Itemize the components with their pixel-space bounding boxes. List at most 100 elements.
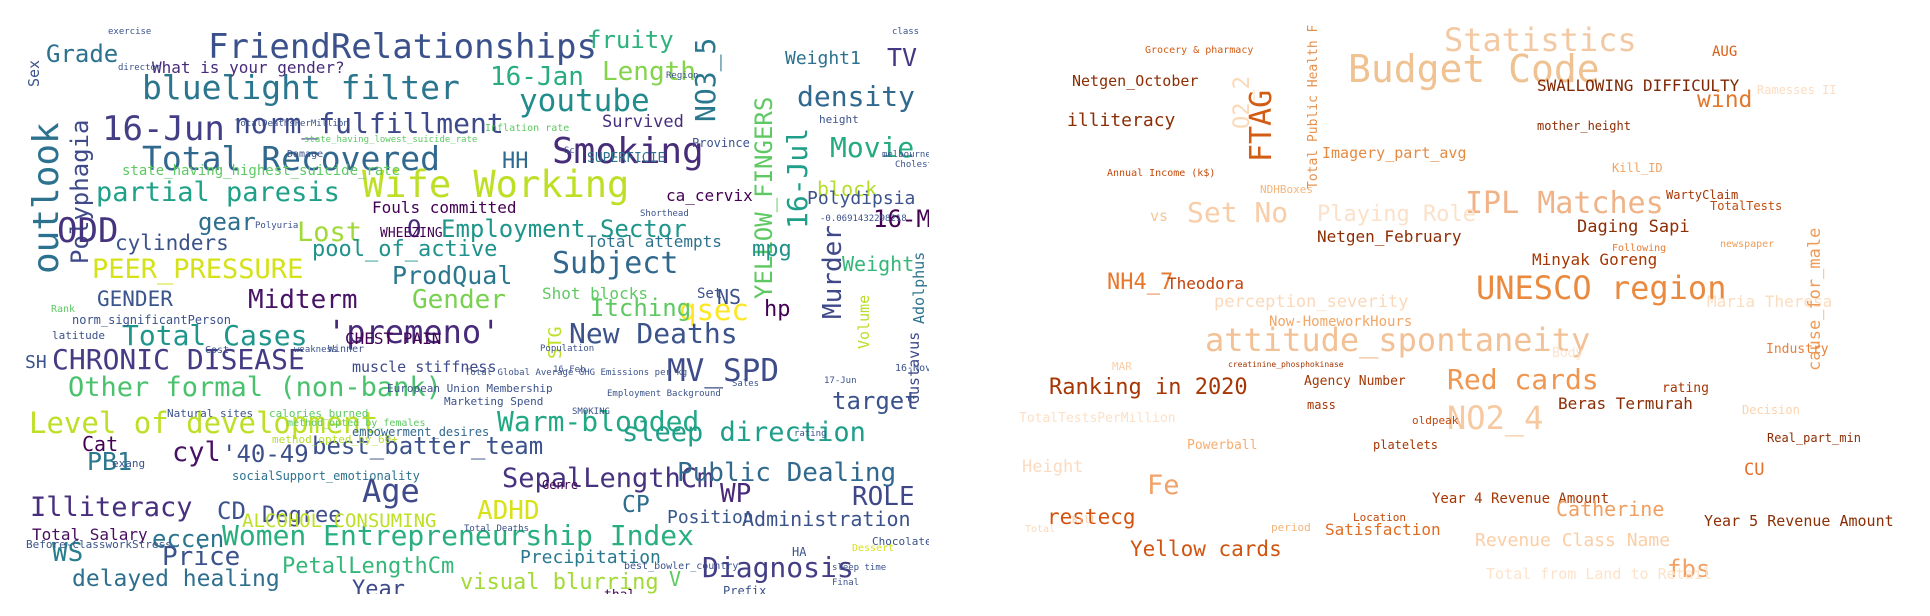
cloud-word: method_opted_by_60+ — [272, 433, 398, 446]
cloud-word: TotalTestsPerMillion — [1019, 411, 1176, 426]
cloud-word: Theodora — [1167, 274, 1245, 293]
cloud-word: Location — [1353, 511, 1406, 524]
cloud-word: bluelight filter — [142, 68, 460, 107]
cloud-word: MV_SPD — [667, 353, 779, 389]
cloud-word: restecg — [1047, 505, 1136, 529]
cloud-word: Daging Sapi — [1577, 217, 1690, 237]
cloud-word: Wife Working — [362, 163, 630, 206]
cloud-word: Itching — [590, 294, 692, 322]
cloud-word: Total Recovered — [142, 139, 441, 178]
cloud-word: Province — [692, 136, 750, 150]
cloud-word: Netgen_February — [1317, 227, 1462, 246]
cloud-word: delayed healing — [72, 566, 280, 592]
cloud-word: mpg — [752, 237, 792, 262]
cloud-word: Catherine — [1556, 497, 1665, 521]
cloud-word: Minyak Goreng — [1532, 250, 1658, 269]
cloud-word: partial paresis — [96, 177, 340, 208]
cloud-word: New Deaths — [569, 317, 738, 350]
word-cloud-right: Statistics Budget Code SWALLOWING DIFFICUL… — [1007, 24, 1924, 594]
cloud-word: Ranking in 2020 — [1049, 375, 1248, 400]
cloud-word: Genre — [542, 478, 579, 492]
cloud-word: Year — [352, 577, 405, 595]
cloud-word: Age — [362, 472, 420, 510]
cloud-word: Dessert — [852, 543, 895, 554]
cloud-word: Powerball — [1187, 438, 1258, 453]
cloud-word: FriendRelationships — [208, 27, 597, 67]
cloud-word: Smoking — [552, 131, 704, 172]
cloud-word: period — [1271, 521, 1311, 534]
cloud-word: Grade — [46, 40, 119, 68]
cloud-word: CHEST PAIN — [345, 329, 442, 348]
cloud-word: ca_cervix — [666, 186, 753, 205]
cloud-word: pool_of_active — [312, 237, 498, 262]
cloud-word: Set — [697, 286, 723, 302]
cloud-word: Region — [666, 71, 699, 81]
cloud-word: Red cards — [1447, 363, 1599, 396]
cloud-word: 16-Jun — [102, 109, 225, 149]
cloud-word: rating — [1662, 381, 1709, 396]
cloud-word: 16-Feb — [553, 365, 586, 375]
cloud-word: Cat — [82, 432, 119, 456]
cloud-word: Total Public Health Facility — [1306, 24, 1321, 189]
cloud-word: Body — [1552, 346, 1584, 361]
cloud-word: STG — [545, 326, 566, 359]
cloud-word: UNESCO region — [1476, 269, 1727, 307]
cloud-word: Sc — [564, 146, 575, 156]
cloud-word: platelets — [1373, 438, 1439, 452]
cloud-word: thal — [604, 589, 635, 594]
cloud-word: fruity — [587, 26, 674, 54]
cloud-word: Now-HomeworkHours — [1269, 314, 1413, 330]
cloud-word: 16-Mar — [873, 205, 929, 233]
cloud-word: Marketing Spend — [444, 395, 544, 408]
cloud-word: SH — [25, 352, 47, 373]
cloud-word: SepalLengthCm — [502, 463, 714, 494]
cloud-word: hp — [764, 297, 791, 322]
cloud-word: WS — [52, 538, 84, 568]
cloud-word: Total Cases — [122, 319, 308, 352]
cloud-word: qsec — [679, 293, 749, 327]
cloud-word: Agency Number — [1304, 374, 1406, 389]
cloud-word: Fe — [1147, 470, 1180, 501]
cloud-word: norm_significantPerson — [72, 313, 231, 327]
cloud-word: calories_burned — [269, 407, 369, 420]
cloud-word: state_having_lowest_suicide_rate — [304, 135, 478, 145]
cloud-word: Midterm — [248, 285, 358, 315]
cloud-word: Natural sites — [167, 407, 254, 420]
cloud-word: WHEEZING — [380, 226, 443, 241]
cloud-word: Set No — [1187, 196, 1289, 229]
cloud-word: empowerment_desires — [352, 425, 490, 439]
cloud-word: latitude — [52, 329, 105, 342]
cloud-word: gear — [198, 208, 256, 236]
cloud-word: PB1 — [87, 447, 133, 476]
cloud-word: V — [669, 567, 682, 591]
cloud-word: HA — [792, 545, 807, 559]
cloud-word: European Union Membership — [387, 382, 553, 395]
cloud-word: Movie — [830, 131, 915, 164]
cloud-word: Beras Termurah — [1558, 394, 1693, 413]
cloud-word: melbourne — [882, 150, 929, 160]
cloud-word: Prefix — [723, 584, 767, 594]
cloud-word: 'premeno' — [327, 313, 501, 351]
cloud-word: Real_part_min — [1767, 431, 1861, 445]
cloud-word: density — [797, 80, 916, 113]
cloud-word: Illiteracy — [30, 492, 193, 523]
cloud-word: Adolphus — [910, 251, 928, 324]
cloud-word: Maria Theresa — [1707, 292, 1833, 311]
cloud-word: Level of development — [29, 406, 379, 440]
cloud-word: Degree — [262, 503, 342, 528]
cloud-word: Warm-blooded — [497, 405, 700, 438]
cloud-word: O — [407, 215, 422, 243]
cloud-word: Public Dealing — [677, 458, 897, 488]
cloud-word: Imagery_part_avg — [1322, 144, 1467, 162]
cloud-word: IPL Matches — [1465, 186, 1664, 221]
cloud-word: Revenue Class Name — [1475, 530, 1671, 551]
cloud-word: Survived — [602, 112, 684, 132]
cloud-word: perception_severity — [1214, 292, 1409, 312]
cloud-word: CU — [1744, 460, 1765, 480]
cloud-word: Volume — [855, 294, 873, 349]
cloud-word: Sales — [732, 379, 760, 389]
cloud-word: Shorthead — [640, 209, 689, 219]
cloud-word: best_batter_team — [312, 432, 544, 460]
cloud-word: What is your gender? — [152, 58, 345, 77]
cloud-word: cylinders — [115, 231, 229, 255]
